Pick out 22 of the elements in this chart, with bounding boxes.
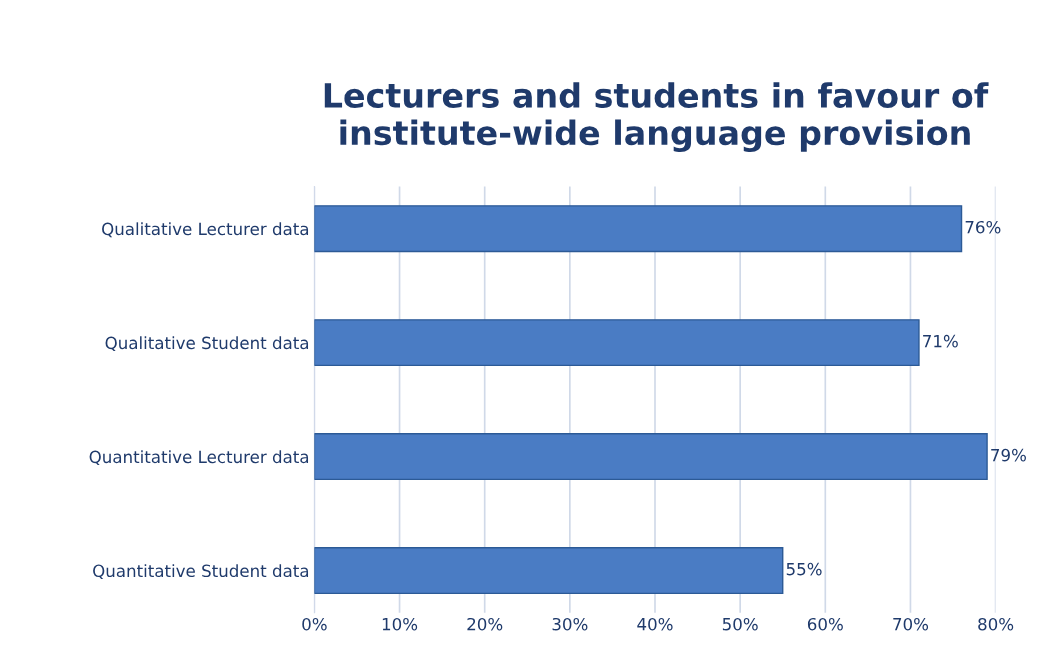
bar	[314, 205, 963, 253]
y-tick-label: Qualitative Student data	[105, 336, 309, 352]
y-tick-label: Quantitative Lecturer data	[89, 450, 309, 466]
x-tick-label: 70%	[893, 617, 929, 631]
y-tick-label: Qualitative Lecturer data	[102, 222, 309, 238]
x-tick-label: 10%	[382, 617, 418, 631]
data-label: 71%	[923, 334, 958, 348]
x-tick-label: 80%	[978, 617, 1014, 631]
x-tick-label: 40%	[637, 617, 673, 631]
bar	[314, 319, 920, 367]
data-label: 76%	[965, 220, 1001, 234]
x-tick-label: 20%	[467, 617, 503, 631]
chart-title: Lecturers and students in favour of institute-wide language provision	[324, 82, 989, 153]
x-tick-label: 30%	[552, 617, 588, 631]
bar	[314, 433, 988, 481]
x-tick-label: 50%	[722, 617, 758, 631]
x-tick-label: 60%	[807, 617, 843, 631]
x-tick-label: 0%	[302, 617, 327, 631]
y-tick-label: Quantitative Student data	[93, 564, 309, 580]
data-label: 55%	[786, 562, 822, 576]
bar	[314, 547, 784, 595]
data-label: 79%	[991, 448, 1026, 462]
